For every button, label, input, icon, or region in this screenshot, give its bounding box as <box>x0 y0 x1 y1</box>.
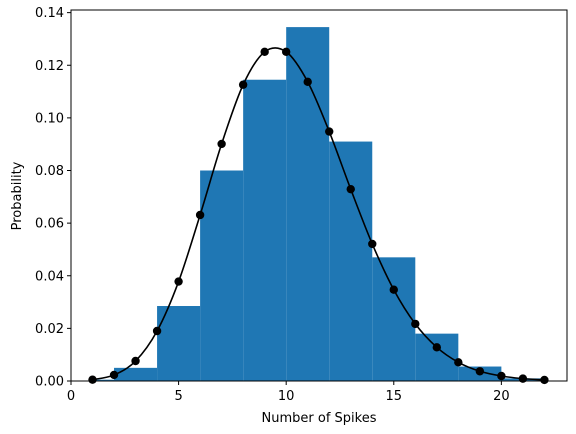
pmf-point <box>389 285 398 294</box>
pmf-point <box>411 319 420 329</box>
histogram-bar <box>329 141 373 381</box>
y-tick-label: 0.08 <box>35 164 64 179</box>
pmf-point <box>475 367 485 376</box>
x-axis-label: Number of Spikes <box>262 411 377 426</box>
histogram-bars <box>92 27 545 381</box>
pmf-points <box>88 47 549 385</box>
y-axis-label: Probability <box>10 161 25 230</box>
y-tick-label: 0.10 <box>35 111 64 126</box>
pmf-point <box>368 239 377 249</box>
plot-frame <box>70 9 568 382</box>
histogram-bar <box>200 170 244 381</box>
y-tick-label: 0.00 <box>35 375 64 390</box>
pmf-point <box>303 77 312 87</box>
pmf-point <box>260 47 269 57</box>
pmf-point <box>238 80 248 89</box>
pmf-point <box>281 47 291 57</box>
x-tick-label: 5 <box>174 389 182 404</box>
histogram-bar <box>372 257 416 381</box>
y-tick-label: 0.02 <box>35 322 64 337</box>
y-tick-label: 0.14 <box>35 6 64 21</box>
histogram-bar <box>92 379 115 381</box>
pmf-point <box>217 139 226 149</box>
x-tick-label: 0 <box>67 389 75 404</box>
pmf-point <box>346 184 355 194</box>
pmf-point <box>518 374 528 383</box>
y-axis-ticks: 0.00 0.02 0.04 0.06 0.08 0.10 0.12 0.14 <box>35 6 71 390</box>
histogram-bar <box>286 27 330 381</box>
pmf-curve-layer <box>92 47 545 381</box>
histogram-bar <box>114 367 158 381</box>
histogram-bar <box>157 306 201 381</box>
pmf-point <box>540 375 549 385</box>
pmf-point <box>454 358 463 367</box>
pmf-curve <box>92 47 545 381</box>
pmf-point <box>432 343 442 352</box>
y-tick-label: 0.06 <box>35 217 64 232</box>
pmf-point <box>109 370 119 380</box>
pmf-point <box>325 127 334 136</box>
pmf-point <box>174 277 183 286</box>
pmf-point <box>195 210 205 220</box>
y-tick-label: 0.04 <box>35 269 64 284</box>
x-tick-label: 15 <box>386 389 403 404</box>
pmf-point <box>131 356 140 366</box>
pmf-point <box>497 371 506 381</box>
pmf-point <box>152 326 162 336</box>
histogram-bar <box>415 333 459 381</box>
histogram-bar <box>243 79 287 381</box>
x-tick-label: 20 <box>493 389 510 404</box>
x-tick-label: 10 <box>278 389 295 404</box>
pmf-point <box>88 375 97 384</box>
y-tick-label: 0.12 <box>35 59 64 74</box>
x-axis-ticks: 0 5 10 15 20 <box>67 381 510 404</box>
